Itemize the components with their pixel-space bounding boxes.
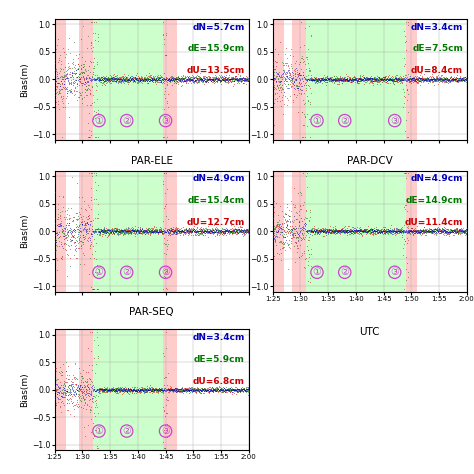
Text: dU=13.5cm: dU=13.5cm [187,66,245,75]
Bar [55,19,65,140]
Bar [292,19,306,140]
Text: dU=6.8cm: dU=6.8cm [193,376,245,385]
Text: dE=5.9cm: dE=5.9cm [194,355,245,364]
Bar [292,171,306,292]
Bar [80,171,93,292]
Bar [306,171,406,292]
Bar [273,171,283,292]
Text: ②: ② [122,267,131,277]
Bar [163,171,177,292]
Text: ②: ② [122,426,131,436]
Text: dN=5.7cm: dN=5.7cm [192,23,245,32]
Text: dN=4.9cm: dN=4.9cm [192,174,245,183]
Text: dN=3.4cm: dN=3.4cm [410,23,463,32]
Text: ②: ② [340,267,349,277]
Bar [273,19,283,140]
Text: dN=4.9cm: dN=4.9cm [410,174,463,183]
Text: ③: ③ [161,267,170,277]
Text: ①: ① [94,267,103,277]
Text: PAR-ELE: PAR-ELE [131,155,173,165]
Text: ③: ③ [161,426,170,436]
Text: PAR-SEQ: PAR-SEQ [129,307,174,317]
Text: ①: ① [94,116,103,126]
Text: ①: ① [312,267,321,277]
Text: dE=15.4cm: dE=15.4cm [188,196,245,205]
Text: dE=14.9cm: dE=14.9cm [406,196,463,205]
Bar [306,19,406,140]
Text: ①: ① [94,426,103,436]
Bar [55,171,65,292]
Text: dU=8.4cm: dU=8.4cm [411,66,463,75]
Bar [80,19,93,140]
Text: PAR-DCV: PAR-DCV [347,155,392,165]
Bar [80,329,93,450]
Y-axis label: Bias(m): Bias(m) [20,373,29,407]
Text: UTC: UTC [359,327,380,337]
Bar [93,171,163,292]
Bar [406,19,417,140]
Bar [163,329,177,450]
Text: ②: ② [340,116,349,126]
Text: ③: ③ [390,267,399,277]
Y-axis label: Bias(m): Bias(m) [20,62,29,97]
Text: ②: ② [122,116,131,126]
Text: dU=12.7cm: dU=12.7cm [187,218,245,227]
Text: dN=3.4cm: dN=3.4cm [192,333,245,342]
Text: dE=15.9cm: dE=15.9cm [188,45,245,54]
Text: ①: ① [312,116,321,126]
Bar [163,19,177,140]
Y-axis label: Bias(m): Bias(m) [20,214,29,248]
Text: ③: ③ [161,116,170,126]
Text: ③: ③ [390,116,399,126]
Text: dU=11.4cm: dU=11.4cm [405,218,463,227]
Bar [93,19,163,140]
Text: dE=7.5cm: dE=7.5cm [412,45,463,54]
Bar [55,329,65,450]
Bar [406,171,417,292]
Bar [93,329,163,450]
